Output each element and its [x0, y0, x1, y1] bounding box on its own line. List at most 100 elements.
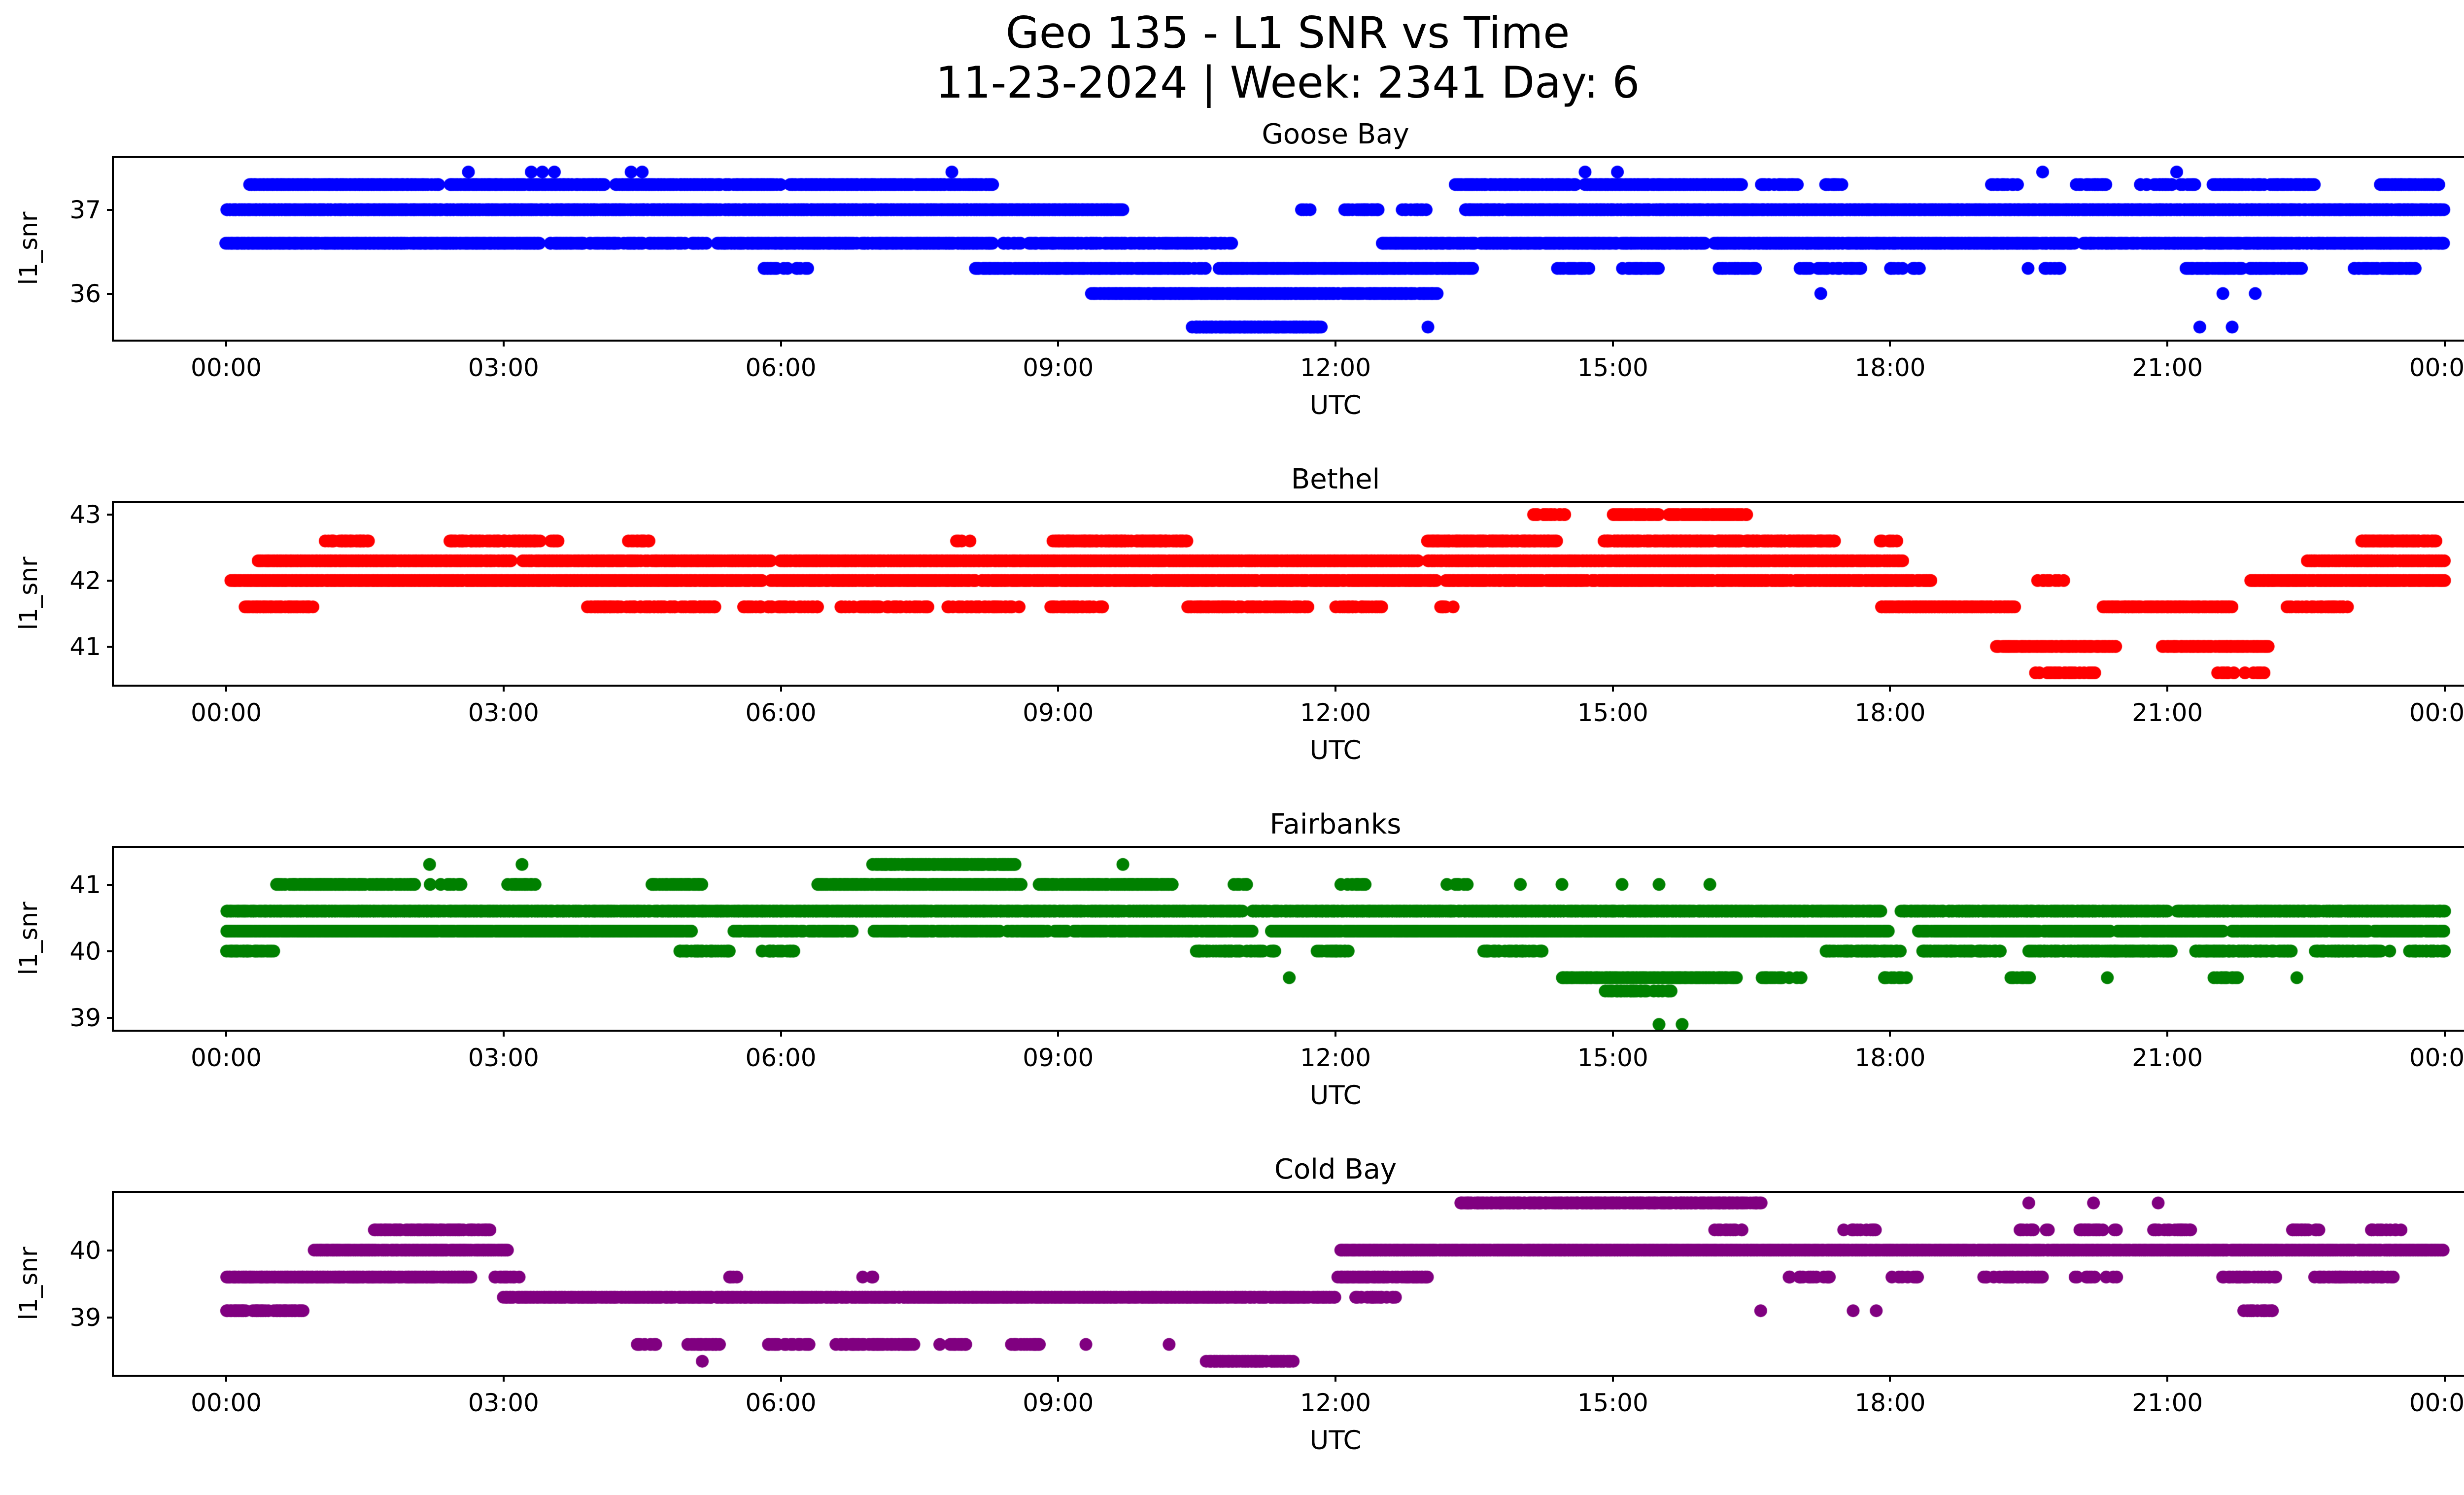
x-tick-label: 00:00 [2409, 698, 2464, 728]
subplot-fairbanks: Fairbanks l1_snr 39 40 41 00:00 03:00 06:00 09… [0, 804, 2464, 1149]
x-tick-label: 00:00 [191, 353, 262, 382]
x-tick-mark [1889, 1375, 1891, 1382]
y-tick-label: 43 [69, 500, 101, 529]
x-tick-label: 12:00 [1300, 1389, 1371, 1418]
x-tick-mark [1611, 340, 1614, 347]
y-tick-mark [107, 209, 114, 211]
x-tick-mark [2166, 1030, 2169, 1037]
y-tick-mark [107, 1317, 114, 1319]
x-tick-mark [1335, 340, 1336, 347]
y-axis-label: l1_snr [14, 902, 43, 975]
x-tick-mark [1611, 685, 1614, 692]
x-tick-mark [1889, 1030, 1891, 1037]
y-tick-mark [107, 883, 114, 886]
x-tick-mark [1057, 1375, 1060, 1382]
x-tick-mark [2443, 1030, 2446, 1037]
x-tick-label: 09:00 [1023, 353, 1094, 382]
plot-area: 39 40 00:00 03:00 06:00 09:00 12:00 15:00 18:00 2… [69, 1191, 2464, 1417]
y-tick-mark [107, 645, 114, 648]
x-tick-mark [1057, 685, 1060, 692]
plot-area: 39 40 41 00:00 03:00 06:00 09:00 12:00 15:00 18:0… [69, 846, 2464, 1072]
x-tick-mark [2443, 685, 2446, 692]
x-tick-mark [780, 340, 782, 347]
figure-title: Geo 135 - L1 SNR vs Time [1005, 7, 1570, 58]
x-tick-label: 00:00 [191, 1043, 262, 1073]
subplots-container: Goose Bay l1_snr 36 37 00:00 03:00 06:00 09:0… [0, 114, 2464, 1495]
scatter-canvas [114, 503, 2464, 685]
x-tick-mark [225, 1030, 228, 1037]
x-tick-label: 00:00 [2409, 1389, 2464, 1418]
x-tick-label: 00:00 [2409, 1043, 2464, 1073]
x-tick-label: 21:00 [2132, 1389, 2203, 1418]
x-tick-mark [780, 1030, 782, 1037]
x-tick-mark [225, 1375, 228, 1382]
y-tick-mark [107, 514, 114, 516]
scatter-canvas [114, 158, 2464, 340]
x-tick-mark [780, 685, 782, 692]
plot-area: 41 42 43 00:00 03:00 06:00 09:00 12:00 15:00 18:0… [69, 500, 2464, 727]
scatter-canvas [114, 1193, 2464, 1375]
x-tick-mark [502, 1030, 505, 1037]
x-tick-label: 06:00 [745, 353, 817, 382]
y-axis-label: l1_snr [14, 1247, 43, 1321]
x-tick-mark [1057, 340, 1060, 347]
x-tick-mark [1611, 1030, 1614, 1037]
x-tick-label: 06:00 [745, 1389, 817, 1418]
x-tick-mark [1889, 340, 1891, 347]
x-tick-label: 21:00 [2132, 1043, 2203, 1073]
x-tick-mark [2166, 340, 2169, 347]
x-axis-label: UTC [1309, 1080, 1362, 1111]
x-tick-mark [502, 685, 505, 692]
x-tick-label: 03:00 [468, 698, 539, 728]
plot-title: Fairbanks [1269, 808, 1402, 841]
x-tick-label: 18:00 [1854, 1043, 1926, 1073]
x-tick-label: 12:00 [1300, 353, 1371, 382]
y-tick-label: 39 [69, 1004, 101, 1033]
y-tick-mark [107, 292, 114, 295]
scatter-canvas [114, 848, 2464, 1030]
y-tick-label: 41 [69, 632, 101, 661]
x-tick-label: 00:00 [2409, 353, 2464, 382]
y-tick-mark [107, 1017, 114, 1019]
x-tick-mark [1611, 1375, 1614, 1382]
x-tick-label: 18:00 [1854, 353, 1926, 382]
y-tick-mark [107, 580, 114, 582]
x-axis-label: UTC [1309, 1425, 1362, 1456]
y-tick-label: 42 [69, 566, 101, 595]
x-tick-label: 21:00 [2132, 353, 2203, 382]
x-tick-label: 12:00 [1300, 698, 1371, 728]
x-tick-mark [502, 340, 505, 347]
x-tick-label: 15:00 [1577, 1389, 1648, 1418]
x-tick-mark [225, 340, 228, 347]
y-tick-label: 36 [69, 279, 101, 308]
x-tick-mark [2443, 1375, 2446, 1382]
x-tick-label: 15:00 [1577, 698, 1648, 728]
figure-subtitle: 11-23-2024 | Week: 2341 Day: 6 [935, 57, 1640, 108]
subplot-cold-bay: Cold Bay l1_snr 39 40 00:00 03:00 06:00 09:00… [0, 1149, 2464, 1495]
x-tick-mark [502, 1375, 505, 1382]
subplot-goose-bay: Goose Bay l1_snr 36 37 00:00 03:00 06:00 09:0… [0, 114, 2464, 459]
x-tick-label: 15:00 [1577, 353, 1648, 382]
y-tick-label: 39 [69, 1303, 101, 1332]
x-tick-label: 00:00 [191, 698, 262, 728]
x-tick-mark [225, 685, 228, 692]
x-tick-mark [1335, 1375, 1336, 1382]
x-tick-label: 06:00 [745, 698, 817, 728]
x-tick-mark [2166, 685, 2169, 692]
x-tick-mark [1889, 685, 1891, 692]
y-tick-label: 40 [69, 1236, 101, 1265]
y-tick-label: 37 [69, 195, 101, 224]
plot-title: Cold Bay [1274, 1153, 1397, 1186]
y-tick-mark [107, 950, 114, 952]
x-axis-label: UTC [1309, 735, 1362, 766]
subplot-bethel: Bethel l1_snr 41 42 43 00:00 03:00 06:00 09:00… [0, 459, 2464, 804]
y-tick-mark [107, 1249, 114, 1252]
x-tick-label: 00:00 [191, 1389, 262, 1418]
plot-title: Goose Bay [1262, 118, 1409, 151]
plot-title: Bethel [1291, 463, 1380, 496]
y-axis-label: l1_snr [14, 211, 43, 285]
x-tick-mark [2166, 1375, 2169, 1382]
x-tick-mark [1335, 1030, 1336, 1037]
x-tick-label: 09:00 [1023, 698, 1094, 728]
